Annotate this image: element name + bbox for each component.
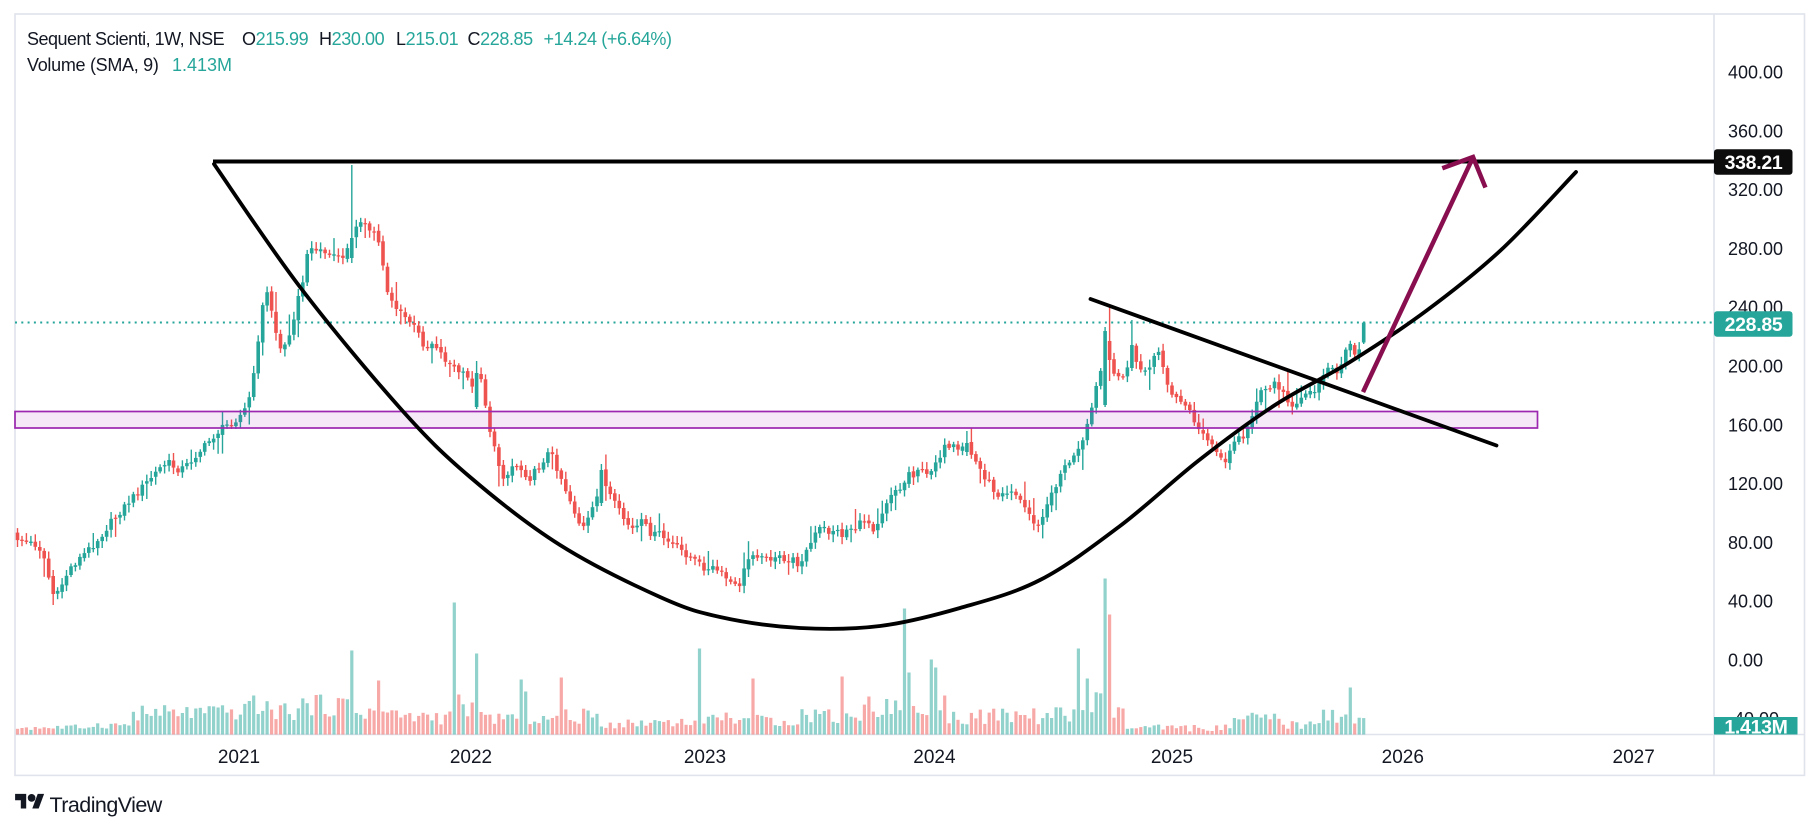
svg-text:1.413M: 1.413M [172,55,232,75]
svg-text:2025: 2025 [1151,747,1193,768]
svg-text:200.00: 200.00 [1728,357,1783,377]
svg-text:Sequent Scienti, 1W, NSE: Sequent Scienti, 1W, NSE [27,29,225,49]
svg-text:280.00: 280.00 [1728,239,1783,259]
svg-text:H230.00: H230.00 [319,29,385,49]
svg-text:228.85: 228.85 [1725,314,1783,336]
svg-text:+14.24 (+6.64%): +14.24 (+6.64%) [544,29,672,49]
svg-text:0.00: 0.00 [1728,650,1763,670]
svg-text:400.00: 400.00 [1728,63,1783,83]
svg-text:2027: 2027 [1613,747,1655,768]
svg-text:Volume (SMA, 9): Volume (SMA, 9) [27,55,159,75]
svg-text:160.00: 160.00 [1728,415,1783,435]
svg-text:2024: 2024 [913,747,956,768]
svg-text:2022: 2022 [450,747,492,768]
svg-text:2021: 2021 [218,747,260,768]
svg-text:338.21: 338.21 [1725,152,1783,174]
svg-text:320.00: 320.00 [1728,180,1783,200]
svg-text:C228.85: C228.85 [468,29,534,49]
svg-text:O215.99: O215.99 [242,29,309,49]
svg-text:1.413M: 1.413M [1724,717,1787,739]
svg-text:TradingView: TradingView [50,793,163,817]
svg-text:L215.01: L215.01 [396,29,459,49]
svg-text:2023: 2023 [684,747,726,768]
svg-text:360.00: 360.00 [1728,122,1783,142]
svg-text:2026: 2026 [1382,747,1424,768]
svg-text:40.00: 40.00 [1728,592,1773,612]
svg-text:120.00: 120.00 [1728,474,1783,494]
svg-text:80.00: 80.00 [1728,533,1773,553]
